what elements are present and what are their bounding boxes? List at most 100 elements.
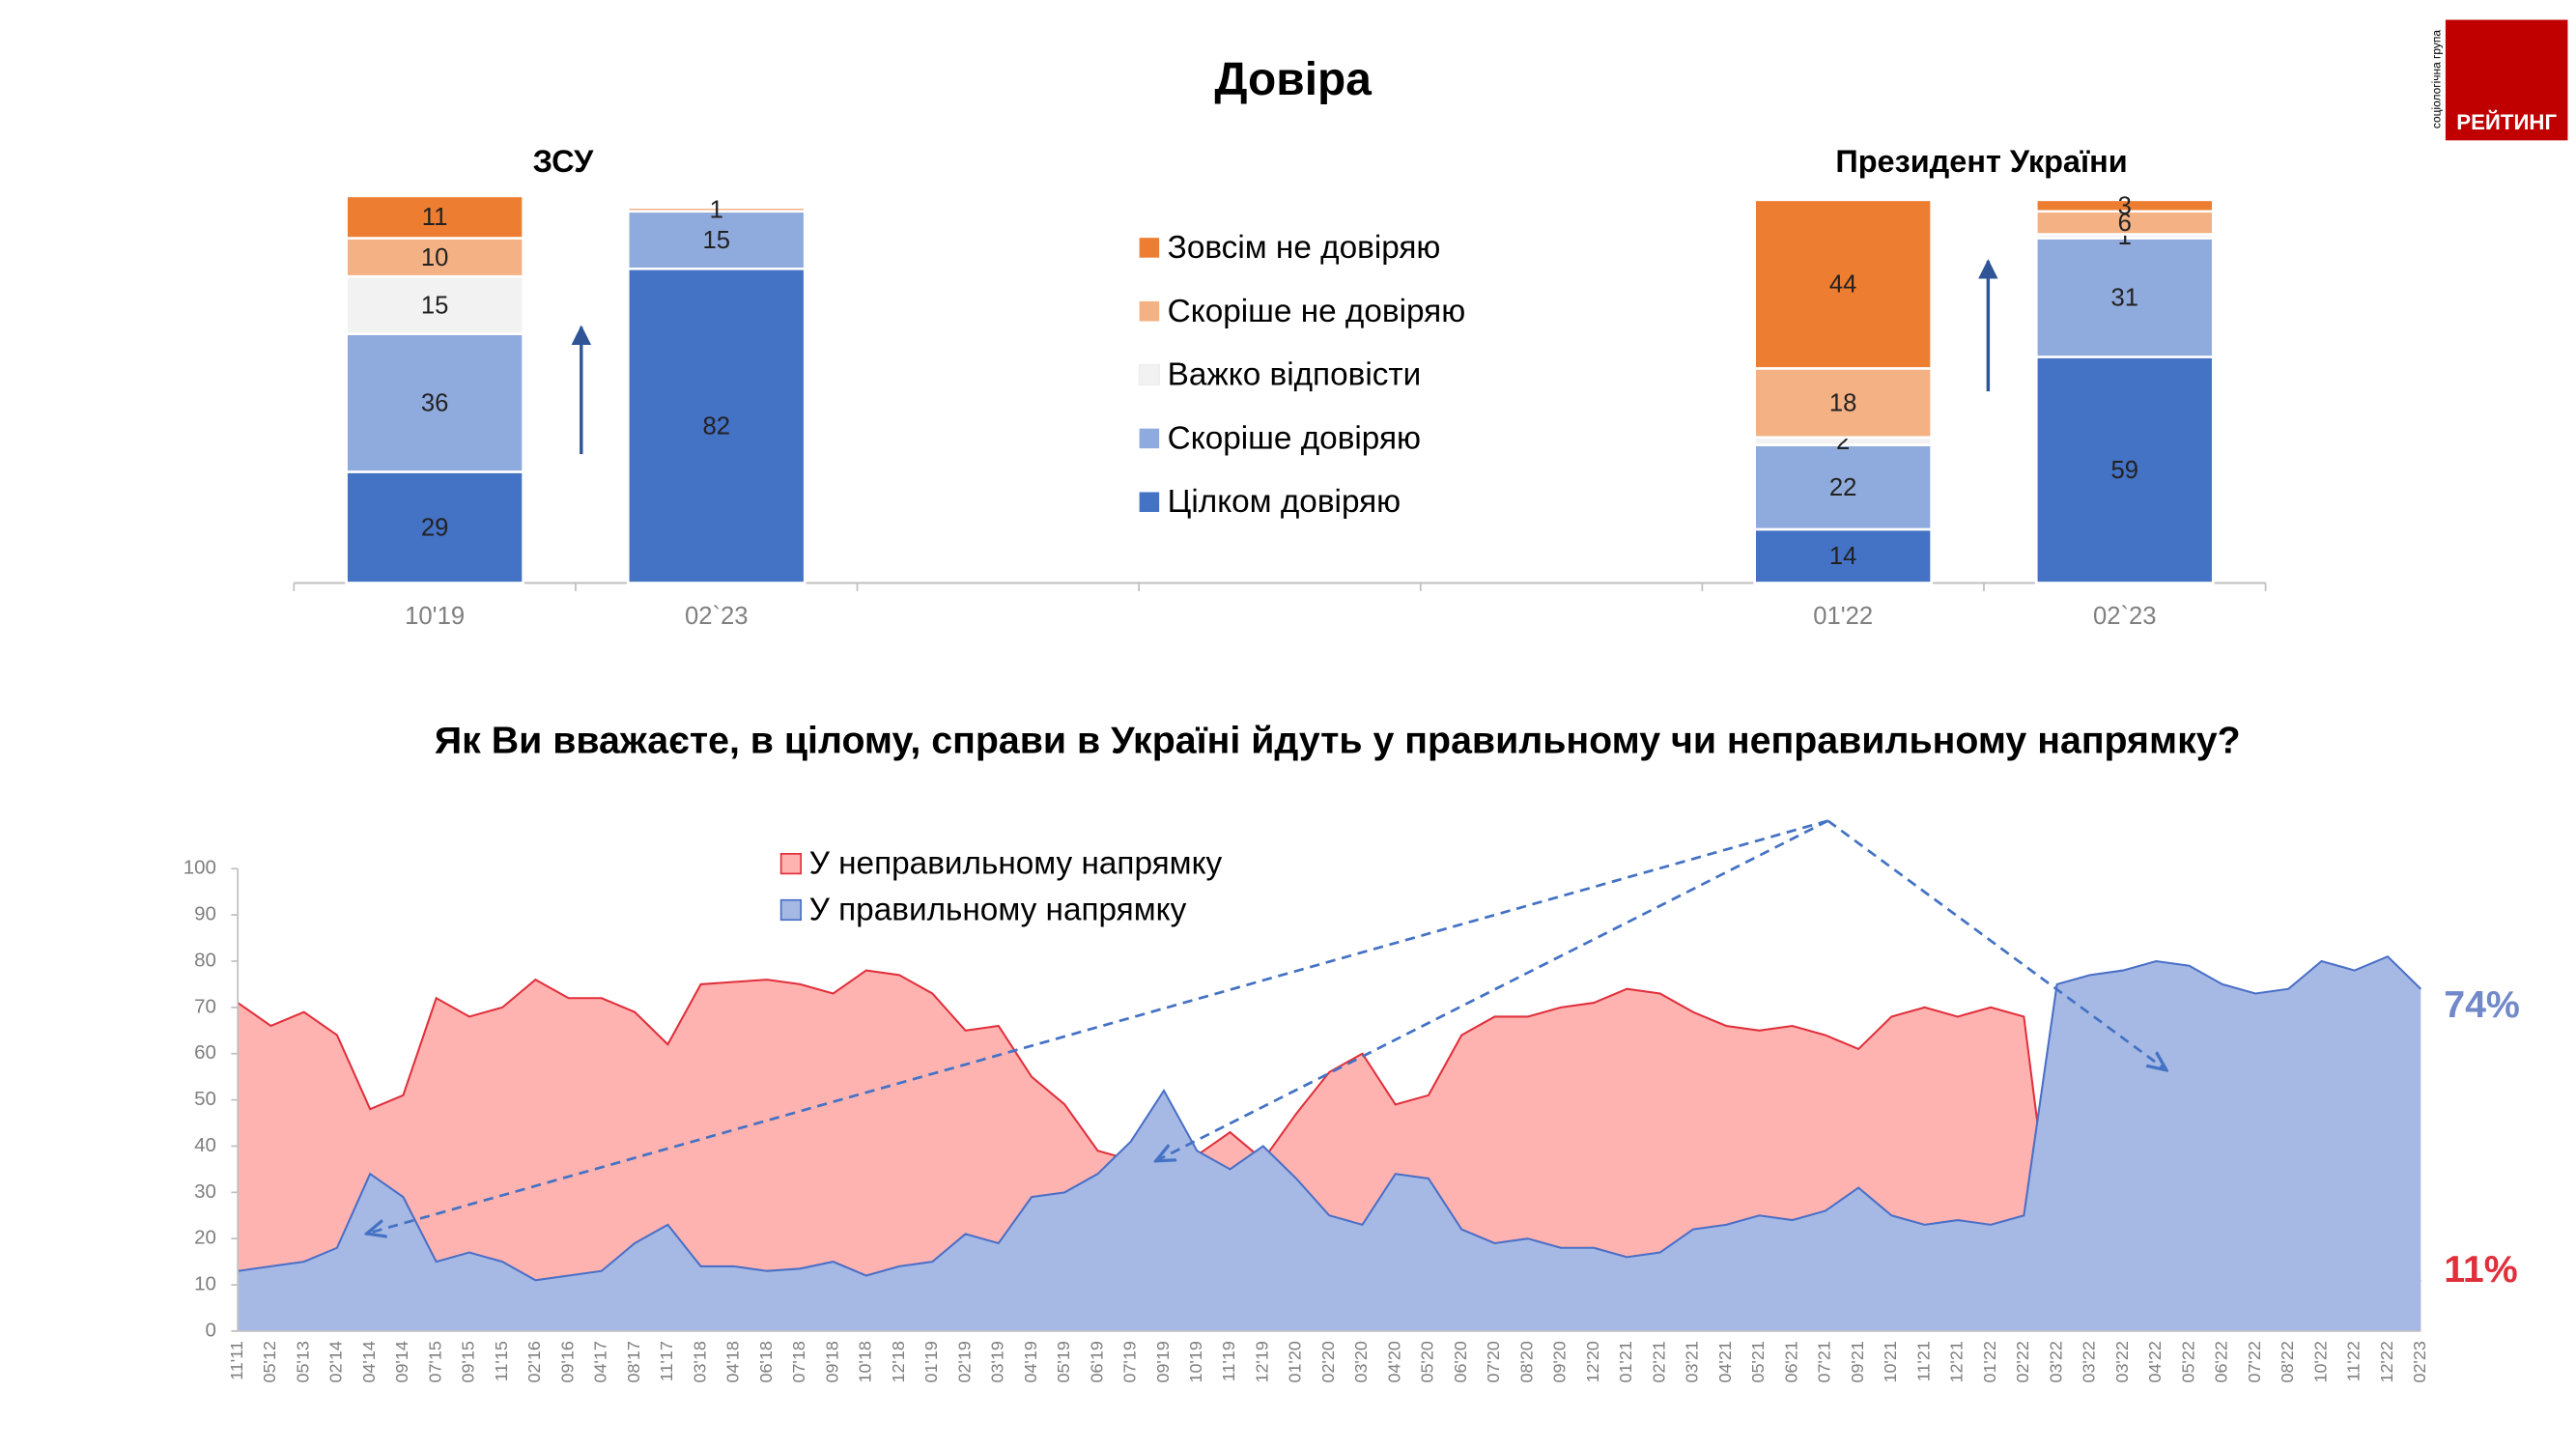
legend-label: Скоріше не довіряю bbox=[1168, 294, 1466, 329]
data-label: 82 bbox=[702, 412, 730, 440]
x-tick-label: 01'22 bbox=[1980, 1341, 1999, 1382]
legend-label: Скоріше довіряю bbox=[1168, 420, 1421, 456]
x-tick-label: 11'19 bbox=[1219, 1341, 1238, 1381]
x-tick-label: 12'21 bbox=[1947, 1341, 1967, 1382]
logo-tagline: соціологічна група bbox=[2430, 30, 2444, 129]
data-label: 59 bbox=[2111, 457, 2139, 484]
x-tick-label: 11'17 bbox=[657, 1341, 676, 1381]
legend-swatch bbox=[1139, 428, 1160, 449]
x-tick-label: 11'11 bbox=[227, 1341, 246, 1380]
legend-swatch bbox=[1139, 492, 1160, 512]
dashed-arrow bbox=[1156, 819, 1829, 1161]
x-tick-label: 10'18 bbox=[856, 1341, 875, 1382]
x-tick-label: 03'22 bbox=[2112, 1341, 2132, 1382]
x-tick-label: 01'22 bbox=[1813, 603, 1873, 630]
legend-swatch bbox=[779, 853, 803, 875]
x-tick-label: 10'21 bbox=[1881, 1341, 1900, 1382]
end-label: 74% bbox=[2444, 983, 2520, 1026]
data-label: 10 bbox=[421, 244, 449, 271]
area bbox=[238, 956, 2421, 1331]
bar-segment bbox=[626, 206, 807, 213]
x-tick-label: 02'16 bbox=[524, 1341, 544, 1382]
data-label: 44 bbox=[1829, 271, 1857, 298]
legend-label: У неправильному напрямку bbox=[809, 846, 1223, 882]
x-tick-label: 06'18 bbox=[756, 1341, 776, 1382]
x-tick-label: 09'14 bbox=[392, 1341, 411, 1382]
x-tick-label: 03'20 bbox=[1351, 1341, 1371, 1382]
bar-segment bbox=[626, 210, 807, 270]
x-tick-label: 04'19 bbox=[1021, 1341, 1040, 1382]
x-tick-label: 05'21 bbox=[1748, 1341, 1768, 1382]
x-tick-label: 06'21 bbox=[1781, 1341, 1800, 1382]
chart-title: Як Ви вважаєте, в цілому, справи в Украї… bbox=[435, 720, 2241, 762]
x-tick-label: 11'21 bbox=[1913, 1341, 1933, 1381]
y-tick-label: 60 bbox=[194, 1041, 216, 1064]
y-tick-label: 100 bbox=[184, 857, 216, 879]
legend-label: Цілком довіряю bbox=[1168, 484, 1401, 520]
logo-box bbox=[2445, 19, 2568, 141]
bar-segment bbox=[345, 332, 524, 473]
x-tick-label: 04'18 bbox=[723, 1341, 743, 1382]
x-tick-label: 02'22 bbox=[2013, 1341, 2032, 1382]
x-tick-label: 09'21 bbox=[1848, 1341, 1867, 1382]
bar-segment bbox=[1753, 527, 1933, 584]
y-tick-label: 20 bbox=[194, 1227, 216, 1249]
x-tick-label: 05'13 bbox=[293, 1341, 312, 1382]
bar-segment bbox=[2035, 198, 2215, 213]
x-tick-label: 05'19 bbox=[1054, 1341, 1073, 1382]
dashed-arrow bbox=[1826, 819, 2166, 1070]
group-label: ЗСУ bbox=[533, 144, 595, 179]
x-tick-label: 09'16 bbox=[557, 1341, 577, 1382]
x-tick-label: 05'20 bbox=[1418, 1341, 1437, 1382]
x-tick-label: 10'22 bbox=[2310, 1341, 2330, 1382]
x-tick-label: 07'20 bbox=[1484, 1341, 1503, 1382]
data-label: 15 bbox=[421, 292, 449, 319]
x-tick-label: 11'22 bbox=[2344, 1341, 2364, 1381]
data-label: 29 bbox=[421, 514, 449, 541]
bar-segment bbox=[2035, 237, 2215, 358]
x-tick-label: 04'14 bbox=[359, 1341, 379, 1382]
legend-swatch bbox=[779, 898, 803, 922]
x-tick-label: 01'19 bbox=[921, 1341, 941, 1382]
x-tick-label: 02'21 bbox=[1649, 1341, 1668, 1382]
x-tick-label: 08'20 bbox=[1516, 1341, 1536, 1382]
chart-title: Довіра bbox=[1214, 54, 1372, 105]
x-tick-label: 12'19 bbox=[1252, 1341, 1271, 1382]
x-tick-label: 02`23 bbox=[685, 603, 749, 630]
x-tick-label: 03'22 bbox=[2080, 1341, 2099, 1382]
legend-label: Зовсім не довіряю bbox=[1168, 230, 1441, 266]
y-tick-label: 10 bbox=[194, 1272, 216, 1294]
x-tick-label: 07'22 bbox=[2245, 1341, 2264, 1382]
x-tick-label: 07'18 bbox=[789, 1341, 808, 1382]
x-tick-label: 02`23 bbox=[2093, 603, 2157, 630]
x-tick-label: 03'19 bbox=[988, 1341, 1007, 1382]
legend-swatch bbox=[1139, 238, 1160, 258]
data-label: 36 bbox=[421, 390, 449, 417]
data-label: 15 bbox=[702, 227, 730, 254]
area-line bbox=[238, 954, 2422, 1282]
logo-name: РЕЙТИНГ bbox=[2456, 110, 2557, 134]
x-tick-label: 09'20 bbox=[1550, 1341, 1570, 1382]
x-tick-label: 09'15 bbox=[459, 1341, 478, 1382]
bar-segment bbox=[345, 194, 524, 240]
x-tick-label: 12'22 bbox=[2377, 1341, 2396, 1382]
y-tick-label: 40 bbox=[194, 1134, 216, 1156]
x-tick-label: 03'18 bbox=[690, 1341, 709, 1382]
x-tick-label: 04'21 bbox=[1715, 1341, 1735, 1382]
x-tick-label: 05'12 bbox=[260, 1341, 279, 1382]
data-label: 18 bbox=[1829, 390, 1857, 417]
group-label: Президент України bbox=[1835, 144, 2127, 179]
x-tick-label: 07'21 bbox=[1815, 1341, 1834, 1382]
bar-segment bbox=[345, 237, 524, 278]
x-tick-label: 06'20 bbox=[1451, 1341, 1470, 1382]
legend-label: У правильному напрямку bbox=[809, 892, 1187, 927]
y-tick-label: 80 bbox=[194, 949, 216, 971]
y-tick-label: 70 bbox=[194, 995, 216, 1017]
y-tick-label: 0 bbox=[206, 1319, 216, 1341]
legend-swatch bbox=[1139, 301, 1160, 322]
bar-segment bbox=[2035, 355, 2215, 584]
x-tick-label: 09'18 bbox=[822, 1341, 841, 1382]
x-tick-label: 02'19 bbox=[954, 1341, 974, 1382]
x-tick-label: 02'20 bbox=[1318, 1341, 1338, 1382]
